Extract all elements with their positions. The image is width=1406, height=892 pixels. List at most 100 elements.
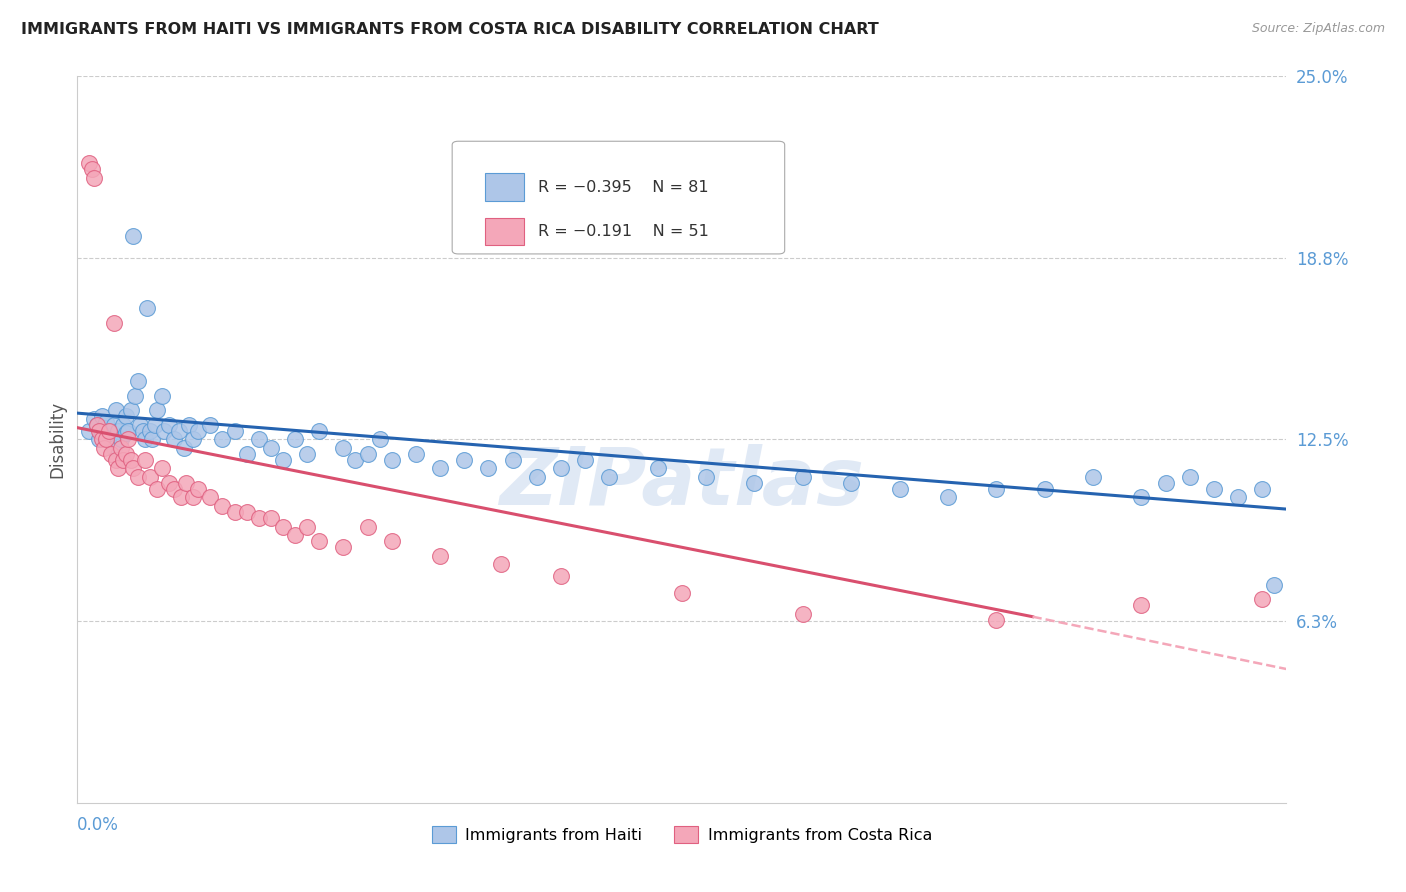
Point [671,586,693,600]
Bar [485,218,523,245]
Text: Source: ZipAtlas.com: Source: ZipAtlas.com [1251,22,1385,36]
Point [235,447,257,461]
Point [187,482,209,496]
Point [295,519,318,533]
Bar [485,173,523,201]
Point [86,417,108,432]
Point [87,424,110,438]
Point [97,424,120,438]
Point [87,432,110,446]
Point [1251,592,1274,607]
Point [489,558,512,572]
Point [295,447,318,461]
Point [284,528,307,542]
Point [453,452,475,467]
Point [986,482,1008,496]
Point [146,482,169,496]
Text: R = −0.395    N = 81: R = −0.395 N = 81 [538,179,709,194]
Text: 0.0%: 0.0% [77,816,120,834]
Point [173,441,195,455]
Point [90,426,112,441]
Point [211,499,233,513]
Point [80,161,103,176]
Point [271,452,294,467]
Point [368,432,391,446]
Point [100,424,122,438]
Point [150,461,173,475]
Point [157,475,180,490]
Point [107,461,129,475]
Point [744,475,766,490]
Point [136,301,159,316]
Point [83,412,105,426]
Point [96,432,118,446]
Point [381,534,404,549]
Point [141,432,163,446]
Point [574,452,596,467]
Point [110,432,132,446]
Point [117,424,139,438]
Point [97,429,120,443]
Point [86,417,108,432]
Point [120,452,142,467]
Point [163,432,186,446]
Point [122,228,145,243]
Point [83,170,105,185]
Point [200,491,222,505]
Point [1178,470,1201,484]
Point [103,316,125,330]
Point [477,461,499,475]
Y-axis label: Disability: Disability [48,401,66,478]
Point [139,470,162,484]
Point [114,409,136,423]
Point [103,441,125,455]
Point [235,505,257,519]
Point [1081,470,1104,484]
Point [260,441,283,455]
Point [284,432,307,446]
Point [308,534,330,549]
Point [429,549,451,563]
Legend: Immigrants from Haiti, Immigrants from Costa Rica: Immigrants from Haiti, Immigrants from C… [426,820,938,849]
Point [153,424,176,438]
Point [792,470,814,484]
Point [96,415,118,429]
Point [889,482,911,496]
Point [1251,482,1274,496]
Point [183,432,205,446]
Point [183,491,205,505]
Point [356,519,378,533]
Point [112,417,135,432]
Point [695,470,717,484]
Point [124,389,146,403]
Point [131,424,153,438]
Point [247,511,270,525]
Text: ZIPatlas: ZIPatlas [499,444,865,522]
Point [134,432,156,446]
Point [127,470,149,484]
Point [550,569,572,583]
Point [100,447,122,461]
Point [110,441,132,455]
Point [1227,491,1250,505]
Point [356,447,378,461]
Point [429,461,451,475]
Point [839,475,862,490]
Point [114,447,136,461]
Point [526,470,548,484]
Point [150,389,173,403]
Point [502,452,524,467]
FancyBboxPatch shape [453,141,785,254]
Point [1202,482,1225,496]
Point [143,417,166,432]
Point [90,409,112,423]
Point [105,403,128,417]
Point [167,424,190,438]
Point [90,432,112,446]
Point [936,491,959,505]
Point [134,452,156,467]
Point [93,441,115,455]
Point [381,452,404,467]
Point [174,475,197,490]
Point [120,403,142,417]
